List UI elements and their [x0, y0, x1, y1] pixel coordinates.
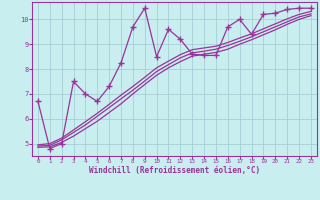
X-axis label: Windchill (Refroidissement éolien,°C): Windchill (Refroidissement éolien,°C): [89, 166, 260, 175]
